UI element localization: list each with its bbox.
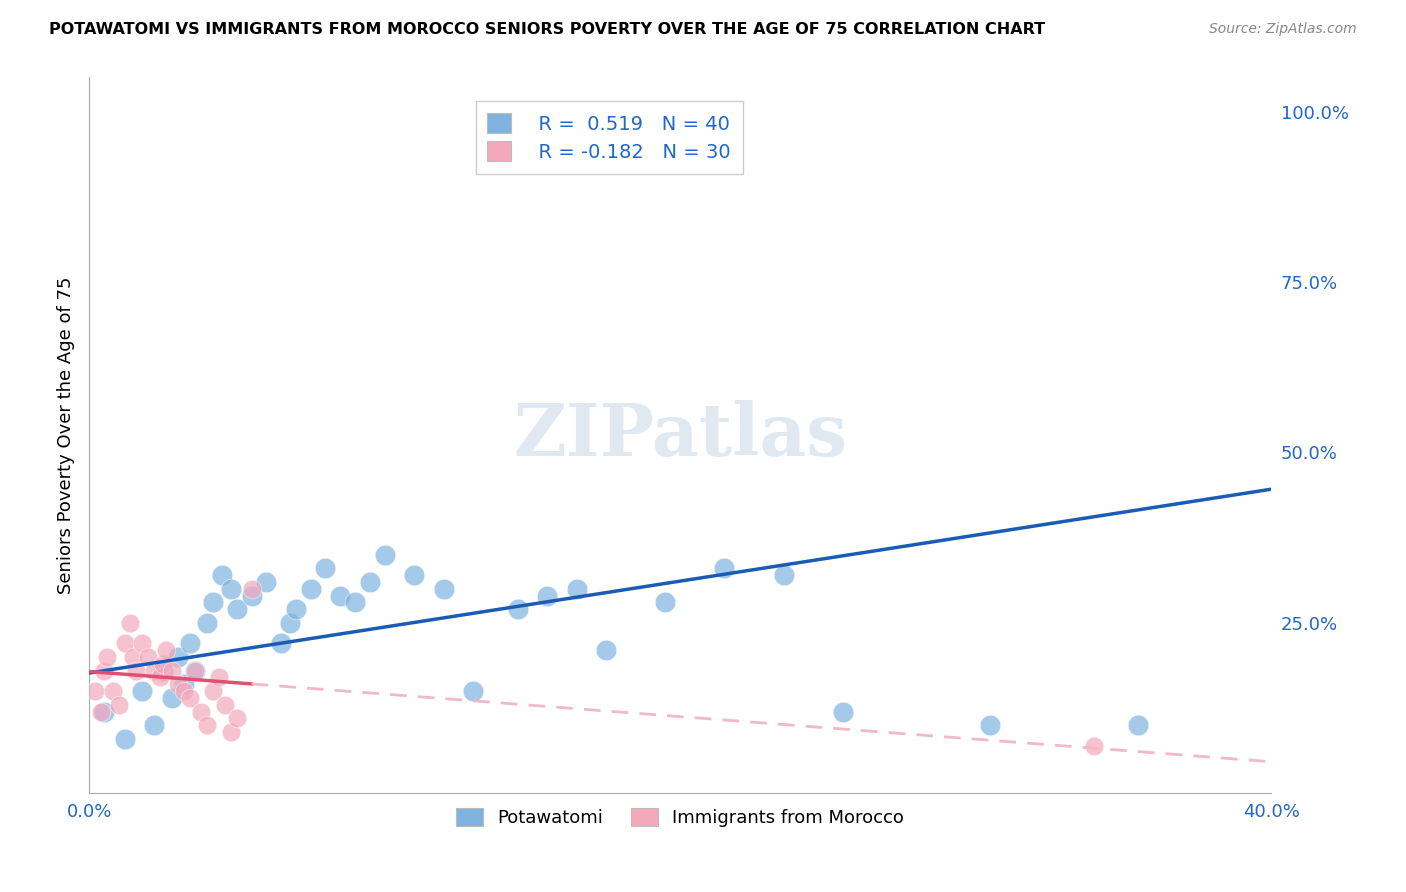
Point [1126, 718, 1149, 732]
Point [536, 589, 558, 603]
Point [195, 615, 218, 630]
Point [433, 582, 456, 596]
Point [179, 690, 201, 705]
Point [160, 690, 183, 705]
Point [225, 602, 247, 616]
Point [270, 636, 292, 650]
Point [565, 582, 588, 596]
Point [84, 684, 107, 698]
Point [93, 705, 115, 719]
Point [143, 718, 166, 732]
Point [254, 574, 277, 589]
Point [831, 705, 853, 719]
Point [240, 582, 263, 596]
Point [344, 595, 367, 609]
Point [654, 595, 676, 609]
Point [136, 650, 159, 665]
Point [211, 568, 233, 582]
Point [155, 643, 177, 657]
Point [143, 664, 166, 678]
Point [404, 568, 426, 582]
Y-axis label: Seniors Poverty Over the Age of 75: Seniors Poverty Over the Age of 75 [58, 277, 75, 594]
Legend: Potawatomi, Immigrants from Morocco: Potawatomi, Immigrants from Morocco [449, 801, 911, 834]
Point [506, 602, 529, 616]
Point [202, 684, 225, 698]
Point [190, 705, 212, 719]
Point [713, 561, 735, 575]
Point [184, 664, 207, 678]
Point [166, 650, 188, 665]
Point [173, 684, 195, 698]
Point [179, 636, 201, 650]
Point [359, 574, 381, 589]
Text: Source: ZipAtlas.com: Source: ZipAtlas.com [1209, 22, 1357, 37]
Point [208, 670, 231, 684]
Point [184, 664, 207, 678]
Point [979, 718, 1001, 732]
Point [114, 731, 136, 746]
Point [160, 664, 183, 678]
Point [219, 582, 242, 596]
Point [1083, 739, 1105, 753]
Point [114, 636, 136, 650]
Point [284, 602, 307, 616]
Text: ZIPatlas: ZIPatlas [513, 400, 848, 471]
Point [131, 636, 153, 650]
Point [149, 670, 172, 684]
Point [90, 705, 112, 719]
Point [122, 650, 145, 665]
Point [120, 615, 142, 630]
Point [125, 664, 148, 678]
Point [166, 677, 188, 691]
Point [107, 698, 129, 712]
Point [219, 725, 242, 739]
Point [299, 582, 322, 596]
Point [225, 711, 247, 725]
Text: POTAWATOMI VS IMMIGRANTS FROM MOROCCO SENIORS POVERTY OVER THE AGE OF 75 CORRELA: POTAWATOMI VS IMMIGRANTS FROM MOROCCO SE… [49, 22, 1045, 37]
Point [96, 650, 118, 665]
Point [329, 589, 352, 603]
Point [240, 589, 263, 603]
Point [202, 595, 225, 609]
Point [101, 684, 124, 698]
Point [278, 615, 301, 630]
Point [772, 568, 794, 582]
Point [463, 684, 485, 698]
Point [93, 664, 115, 678]
Point [595, 643, 617, 657]
Point [214, 698, 236, 712]
Point [152, 657, 174, 671]
Point [374, 548, 396, 562]
Point [314, 561, 336, 575]
Point [195, 718, 218, 732]
Point [173, 677, 195, 691]
Point [131, 684, 153, 698]
Point [152, 664, 174, 678]
